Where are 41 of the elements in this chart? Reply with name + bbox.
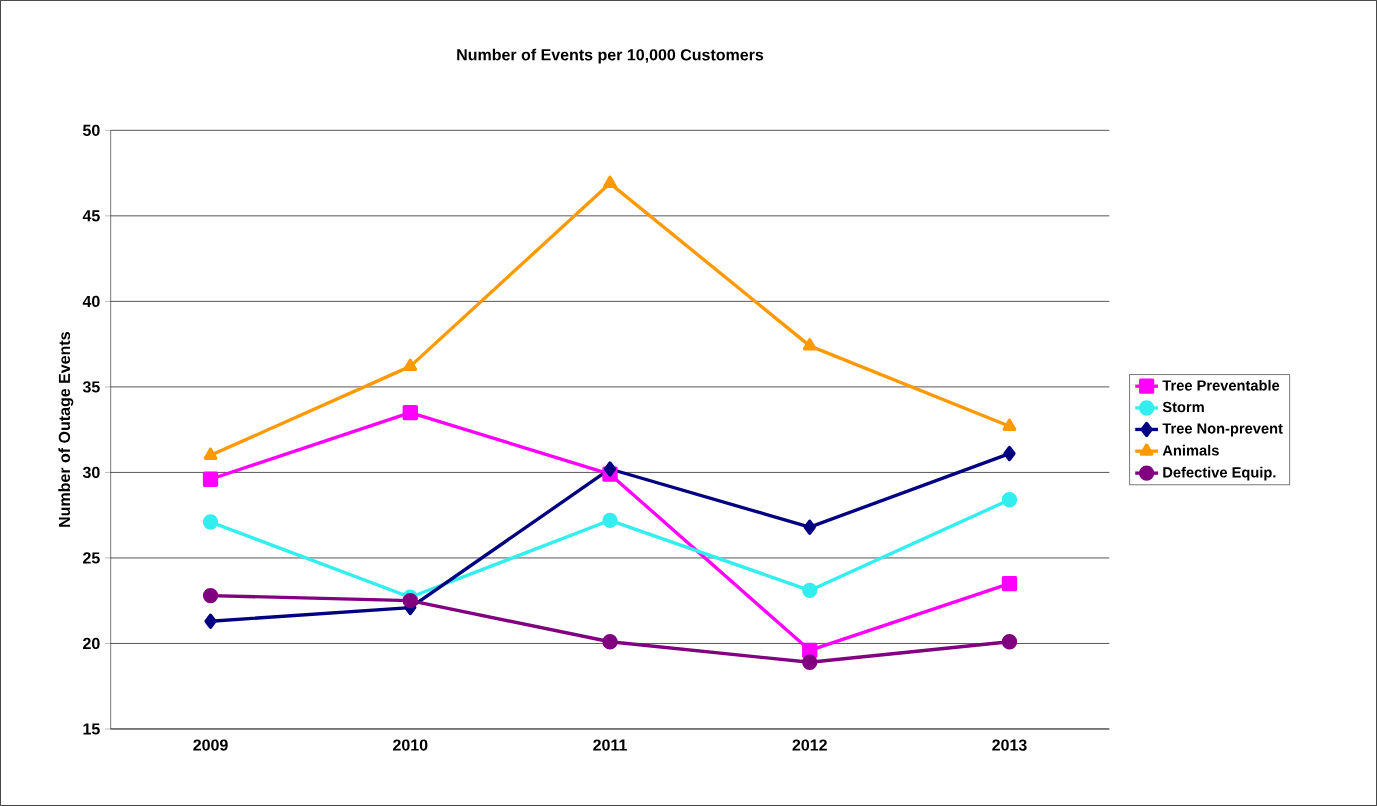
y-axis-title: Number of Outage Events — [58, 332, 74, 527]
point — [602, 512, 618, 528]
chart-title: Number of Events per 10,000 Customers — [457, 48, 764, 64]
x-tick-label: 2013 — [992, 739, 1027, 751]
y-tick-label: 40 — [82, 295, 100, 308]
legend-label: Tree Preventable — [1162, 379, 1280, 391]
point — [202, 471, 219, 487]
point — [202, 514, 219, 530]
point — [802, 654, 818, 670]
x-tick-label: 2009 — [193, 739, 228, 751]
y-tick-label: 45 — [82, 210, 100, 222]
point — [603, 461, 617, 477]
point — [202, 587, 219, 604]
point — [1002, 418, 1017, 431]
point — [1001, 634, 1018, 650]
x-tick-label: 2011 — [593, 739, 627, 751]
legend-label: Animals — [1162, 444, 1219, 456]
legend-label: Defective Equip. — [1163, 466, 1276, 481]
y-tick-label: 25 — [83, 552, 100, 564]
legend-label: Storm — [1162, 401, 1204, 413]
point — [1001, 492, 1018, 508]
point — [602, 634, 618, 650]
y-tick-label: 50 — [82, 124, 100, 136]
point — [402, 404, 418, 421]
point — [802, 338, 817, 351]
point — [802, 582, 818, 599]
x-tick-label: 2010 — [393, 739, 428, 751]
y-tick-label: 20 — [83, 637, 100, 650]
point — [803, 519, 816, 535]
x-tick-label: 2012 — [792, 739, 827, 751]
point — [1001, 575, 1018, 592]
point — [203, 447, 218, 460]
y-tick-label: 15 — [83, 723, 100, 735]
y-tick-label: 30 — [82, 466, 100, 479]
y-tick-label: 35 — [82, 381, 100, 393]
point — [403, 358, 418, 372]
point — [204, 613, 217, 629]
point — [603, 175, 617, 189]
point — [1003, 445, 1016, 462]
legend-label: Tree Non-prevent — [1162, 423, 1283, 437]
point — [402, 593, 418, 609]
